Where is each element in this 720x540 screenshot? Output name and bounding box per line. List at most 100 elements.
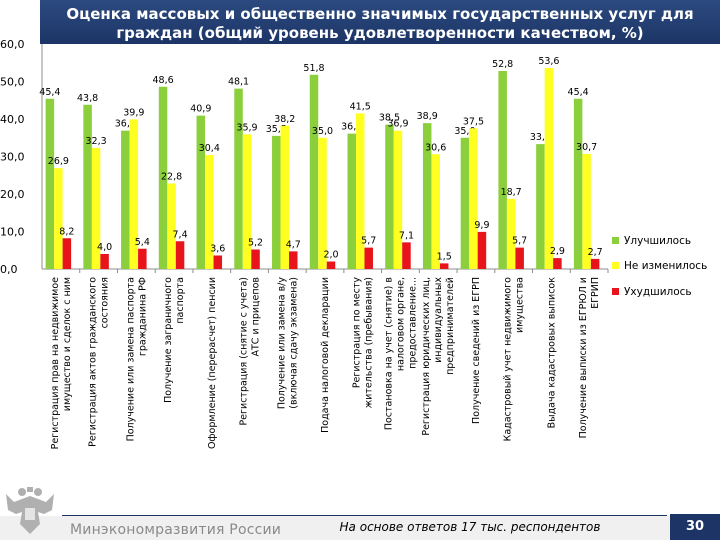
- bar-3: [289, 251, 298, 269]
- page-title: Оценка массовых и общественно значимых г…: [40, 0, 720, 44]
- data-label: 7,1: [399, 230, 414, 241]
- category-label-line: Выдача кадастровых выписок: [546, 277, 557, 429]
- category-label: Получение сведений из ЕГРП: [471, 277, 482, 424]
- bar-3: [590, 258, 600, 269]
- footer: [0, 516, 720, 540]
- category-label-line: налоговом органе,: [395, 277, 406, 371]
- y-tick-label: 40,0: [0, 113, 25, 126]
- category-label-line: жительства (пребывания): [364, 277, 375, 408]
- data-label: 9,9: [474, 220, 489, 231]
- data-label: 5,4: [135, 237, 150, 248]
- category-label: Получение или замена в/у(включая сдачу э…: [276, 277, 299, 410]
- category-label: Регистрация (снятие с учета)АТС и прицеп…: [239, 277, 262, 426]
- category-label: Регистрация актов гражданскогосостояния: [88, 277, 111, 447]
- bar-2: [431, 154, 440, 269]
- category-label: Регистрация прав на недвижимоеимущество …: [50, 277, 73, 450]
- bar-1: [385, 124, 394, 269]
- legend-swatch: [612, 288, 619, 295]
- category-label-line: ЕГРИП: [590, 277, 601, 309]
- data-label: 51,8: [303, 63, 324, 74]
- bar-2: [544, 68, 554, 269]
- data-label: 40,9: [190, 104, 211, 115]
- bar-2: [205, 155, 214, 269]
- data-label: 48,1: [228, 77, 249, 88]
- y-tick-label: 60,0: [0, 38, 25, 51]
- data-label: 35,5: [266, 124, 287, 135]
- bar-1: [83, 104, 92, 269]
- category-label: Подача налоговой декларации: [320, 277, 331, 433]
- category-label-line: имущества: [515, 277, 526, 333]
- bar-3: [326, 261, 336, 269]
- category-label: Регистрация юридических лиц,индивидуальн…: [421, 277, 456, 436]
- bar-1: [309, 74, 319, 269]
- data-label: 2,7: [588, 247, 603, 258]
- data-label: 53,6: [538, 56, 559, 67]
- bar-3: [213, 255, 223, 269]
- data-label: 36,9: [115, 119, 136, 130]
- category-label-line: паспорта: [175, 277, 186, 324]
- category-label-line: Регистрация прав на недвижимое: [50, 277, 61, 450]
- y-tick-label: 30,0: [0, 151, 25, 164]
- bar-3: [402, 242, 411, 269]
- bar-3: [439, 263, 449, 269]
- data-label: 36,1: [341, 122, 362, 133]
- legend-label: Ухудшилось: [624, 286, 692, 298]
- category-label: Получение заграничногопаспорта: [163, 277, 186, 403]
- legend-swatch: [612, 262, 619, 269]
- data-label: 35,0: [312, 126, 333, 137]
- respondents-note: На основе ответов 17 тыс. респондентов: [339, 520, 601, 534]
- bar-2: [355, 113, 365, 269]
- category-label-line: Получение или замена паспорта: [125, 277, 136, 441]
- category-label-line: Получение заграничного: [163, 277, 174, 403]
- bar-2: [393, 130, 403, 269]
- data-label: 36,9: [387, 119, 408, 130]
- data-label: 2,9: [550, 246, 565, 257]
- data-label: 45,4: [39, 87, 60, 98]
- data-label: 5,7: [361, 236, 376, 247]
- legend-label: Не изменилось: [624, 260, 707, 272]
- bar-1: [573, 98, 583, 269]
- category-label: Кадастровый учет недвижимогоимущества: [503, 277, 526, 442]
- bar-1: [45, 98, 55, 269]
- bar-1: [272, 135, 281, 269]
- data-label: 38,2: [274, 114, 295, 125]
- bar-1: [498, 71, 507, 269]
- category-label-line: Регистрация юридических лиц,: [421, 277, 432, 436]
- category-label-line: Получение сведений из ЕГРП: [471, 277, 482, 424]
- bar-1: [536, 144, 545, 269]
- data-label: 52,8: [492, 59, 513, 70]
- category-label-line: (включая сдачу экзамена): [288, 277, 299, 409]
- ministry-name: Минэкономразвития России: [70, 522, 282, 538]
- data-label: 7,4: [173, 229, 188, 240]
- data-label: 35,0: [454, 126, 475, 137]
- data-label: 41,5: [350, 101, 371, 112]
- data-label: 5,2: [248, 238, 263, 249]
- category-label-line: Регистрация (снятие с учета): [239, 277, 250, 426]
- bar-2: [280, 125, 290, 269]
- bar-2: [582, 153, 591, 269]
- category-label: Выдача кадастровых выписок: [546, 277, 557, 429]
- y-tick-label: 20,0: [0, 188, 25, 201]
- category-label-line: предпринимателей: [445, 277, 456, 375]
- data-label: 33,3: [530, 132, 551, 143]
- data-label: 35,9: [236, 122, 257, 133]
- category-label: Регистрация по местужительства (пребыван…: [352, 277, 375, 409]
- data-label: 30,4: [199, 143, 220, 154]
- data-label: 4,7: [286, 239, 301, 250]
- data-label: 39,9: [123, 107, 144, 118]
- category-label-line: Регистрация актов гражданского: [88, 277, 99, 447]
- bar-3: [364, 247, 373, 269]
- data-label: 30,7: [576, 142, 597, 153]
- data-label: 38,9: [417, 111, 438, 122]
- y-tick-label: 10,0: [0, 226, 25, 239]
- category-label: Получение или замена паспортагражданина …: [125, 277, 148, 441]
- category-label-line: АТС и прицепов: [251, 277, 262, 357]
- category-label-line: Оформление (перерасчет) пенсии: [207, 277, 218, 449]
- bar-3: [477, 231, 487, 269]
- bar-1: [121, 130, 130, 269]
- bar-2: [506, 198, 516, 269]
- data-label: 30,6: [425, 142, 446, 153]
- category-label-line: Кадастровый учет недвижимого: [503, 277, 514, 442]
- category-label: Получение выписки из ЕГРЮЛ иЕГРИП: [578, 277, 601, 438]
